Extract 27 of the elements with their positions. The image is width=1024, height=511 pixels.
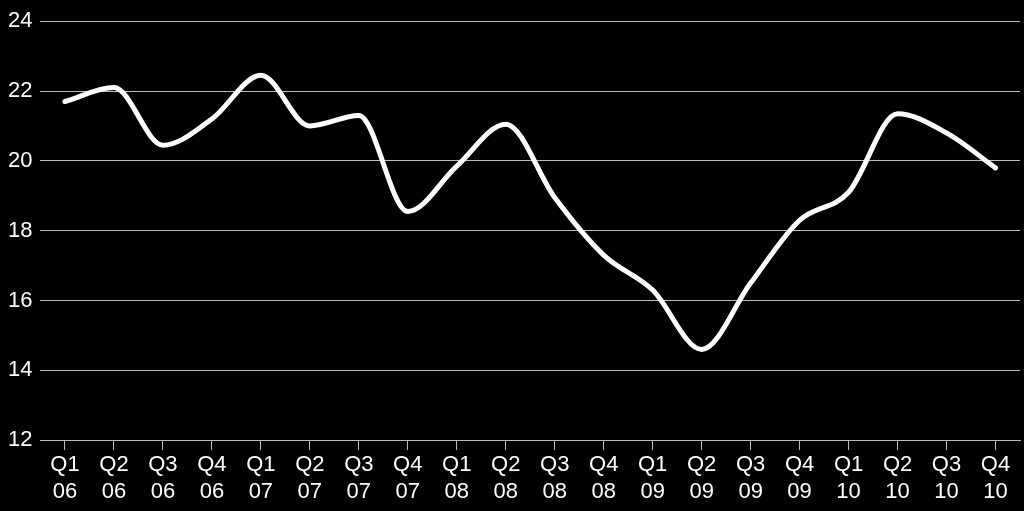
- x-tick-label: Q1 10: [833, 451, 864, 503]
- x-tick-label: Q4 08: [589, 451, 619, 503]
- y-tick-label: 16: [7, 286, 33, 312]
- x-tick-label: Q1 06: [50, 451, 80, 503]
- y-tick-label: 12: [7, 426, 33, 452]
- y-tick-label: 24: [7, 7, 33, 33]
- x-tick-label: Q3 08: [540, 451, 570, 503]
- x-tick-label: Q2 07: [295, 451, 325, 503]
- x-tick-label: Q2 09: [686, 451, 717, 503]
- y-tick-label: 14: [7, 356, 33, 382]
- x-tick-label: Q2 10: [882, 451, 913, 503]
- x-tick-label: Q1 08: [442, 451, 472, 503]
- x-tick-label: Q1 09: [638, 451, 668, 503]
- x-tick-label: Q4 06: [197, 451, 227, 503]
- x-tick-label: Q3 07: [344, 451, 374, 503]
- x-tick-label: Q4 07: [393, 451, 423, 503]
- x-tick-label: Q2 08: [491, 451, 521, 503]
- x-tick-label: Q3 06: [148, 451, 178, 503]
- x-tick-label: Q1 07: [246, 451, 276, 503]
- x-tick-label: Q4 09: [784, 451, 815, 503]
- y-tick-label: 18: [7, 216, 33, 242]
- x-tick-label: Q3 10: [931, 451, 962, 503]
- y-tick-label: 20: [7, 146, 33, 172]
- y-tick-label: 22: [7, 77, 33, 103]
- x-tick-label: Q3 09: [735, 451, 766, 503]
- x-tick-label: Q4 10: [980, 451, 1011, 503]
- x-tick-label: Q2 06: [99, 451, 129, 503]
